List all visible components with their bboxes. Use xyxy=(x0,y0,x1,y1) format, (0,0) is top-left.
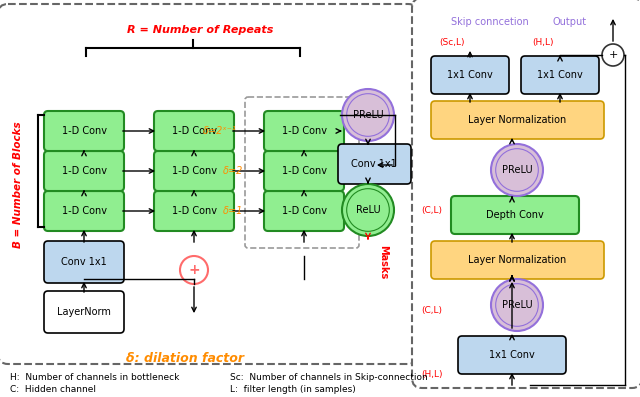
Text: B = Number of Blocks: B = Number of Blocks xyxy=(13,122,23,248)
Text: PReLU: PReLU xyxy=(353,110,383,120)
Text: δ=2: δ=2 xyxy=(223,166,243,176)
Text: Conv 1x1: Conv 1x1 xyxy=(351,159,397,169)
Circle shape xyxy=(347,94,389,136)
Text: R = Number of Repeats: R = Number of Repeats xyxy=(127,25,273,35)
Text: 1x1 Conv: 1x1 Conv xyxy=(447,70,493,80)
Text: Depth Conv: Depth Conv xyxy=(486,210,544,220)
FancyBboxPatch shape xyxy=(44,291,124,333)
Circle shape xyxy=(347,189,389,231)
FancyBboxPatch shape xyxy=(431,56,509,94)
FancyBboxPatch shape xyxy=(154,151,234,191)
FancyBboxPatch shape xyxy=(44,241,124,283)
FancyBboxPatch shape xyxy=(245,97,359,248)
Text: (H,L): (H,L) xyxy=(421,370,443,380)
Text: Layer Normalization: Layer Normalization xyxy=(468,115,566,125)
Text: Masks: Masks xyxy=(378,245,388,279)
Text: PReLU: PReLU xyxy=(502,300,532,310)
FancyBboxPatch shape xyxy=(431,241,604,279)
Circle shape xyxy=(342,89,394,141)
FancyBboxPatch shape xyxy=(458,336,566,374)
Text: 1x1 Conv: 1x1 Conv xyxy=(489,350,535,360)
FancyBboxPatch shape xyxy=(451,196,579,234)
Text: δ: dilation factor: δ: dilation factor xyxy=(126,351,244,364)
Text: 1-D Conv: 1-D Conv xyxy=(172,126,216,136)
Text: δ=2ˣ⁻¹: δ=2ˣ⁻¹ xyxy=(204,126,237,136)
Text: PReLU: PReLU xyxy=(502,165,532,175)
FancyBboxPatch shape xyxy=(431,101,604,139)
Text: 1-D Conv: 1-D Conv xyxy=(61,166,106,176)
Text: (C,L): (C,L) xyxy=(422,206,442,214)
Circle shape xyxy=(602,44,624,66)
Text: LayerNorm: LayerNorm xyxy=(57,307,111,317)
FancyBboxPatch shape xyxy=(44,151,124,191)
Text: 1-D Conv: 1-D Conv xyxy=(172,206,216,216)
Text: Sᴄ:  Number of channels in Skip-connection: Sᴄ: Number of channels in Skip-connectio… xyxy=(230,373,428,382)
Circle shape xyxy=(496,149,538,191)
Text: ReLU: ReLU xyxy=(356,205,380,215)
Text: Output: Output xyxy=(553,17,587,27)
Circle shape xyxy=(180,256,208,284)
Circle shape xyxy=(342,184,394,236)
Text: Skip conncetion: Skip conncetion xyxy=(451,17,529,27)
Text: 1x1 Conv: 1x1 Conv xyxy=(537,70,583,80)
Text: 1-D Conv: 1-D Conv xyxy=(282,206,326,216)
Text: 1-D Conv: 1-D Conv xyxy=(172,166,216,176)
FancyBboxPatch shape xyxy=(154,191,234,231)
Text: H:  Number of channels in bottleneck: H: Number of channels in bottleneck xyxy=(10,373,179,382)
Text: δ=1: δ=1 xyxy=(223,206,243,216)
Circle shape xyxy=(491,279,543,331)
Text: +: + xyxy=(608,50,618,60)
FancyBboxPatch shape xyxy=(0,4,418,364)
FancyBboxPatch shape xyxy=(412,0,640,388)
Text: 1-D Conv: 1-D Conv xyxy=(61,126,106,136)
Text: 1-D Conv: 1-D Conv xyxy=(61,206,106,216)
FancyBboxPatch shape xyxy=(264,191,344,231)
Text: 1-D Conv: 1-D Conv xyxy=(282,126,326,136)
FancyBboxPatch shape xyxy=(44,191,124,231)
Text: Conv 1x1: Conv 1x1 xyxy=(61,257,107,267)
Text: (Sᴄ,L): (Sᴄ,L) xyxy=(439,37,465,46)
Circle shape xyxy=(491,144,543,196)
FancyBboxPatch shape xyxy=(521,56,599,94)
FancyBboxPatch shape xyxy=(264,151,344,191)
Circle shape xyxy=(496,284,538,326)
Text: +: + xyxy=(188,263,200,277)
FancyBboxPatch shape xyxy=(44,111,124,151)
Text: 1-D Conv: 1-D Conv xyxy=(282,166,326,176)
Text: C:  Hidden channel: C: Hidden channel xyxy=(10,385,96,394)
FancyBboxPatch shape xyxy=(338,144,411,184)
FancyBboxPatch shape xyxy=(264,111,344,151)
Text: (C,L): (C,L) xyxy=(422,306,442,314)
Text: (H,L): (H,L) xyxy=(532,37,554,46)
FancyBboxPatch shape xyxy=(154,111,234,151)
Text: L:  filter length (in samples): L: filter length (in samples) xyxy=(230,385,356,394)
Text: Layer Normalization: Layer Normalization xyxy=(468,255,566,265)
